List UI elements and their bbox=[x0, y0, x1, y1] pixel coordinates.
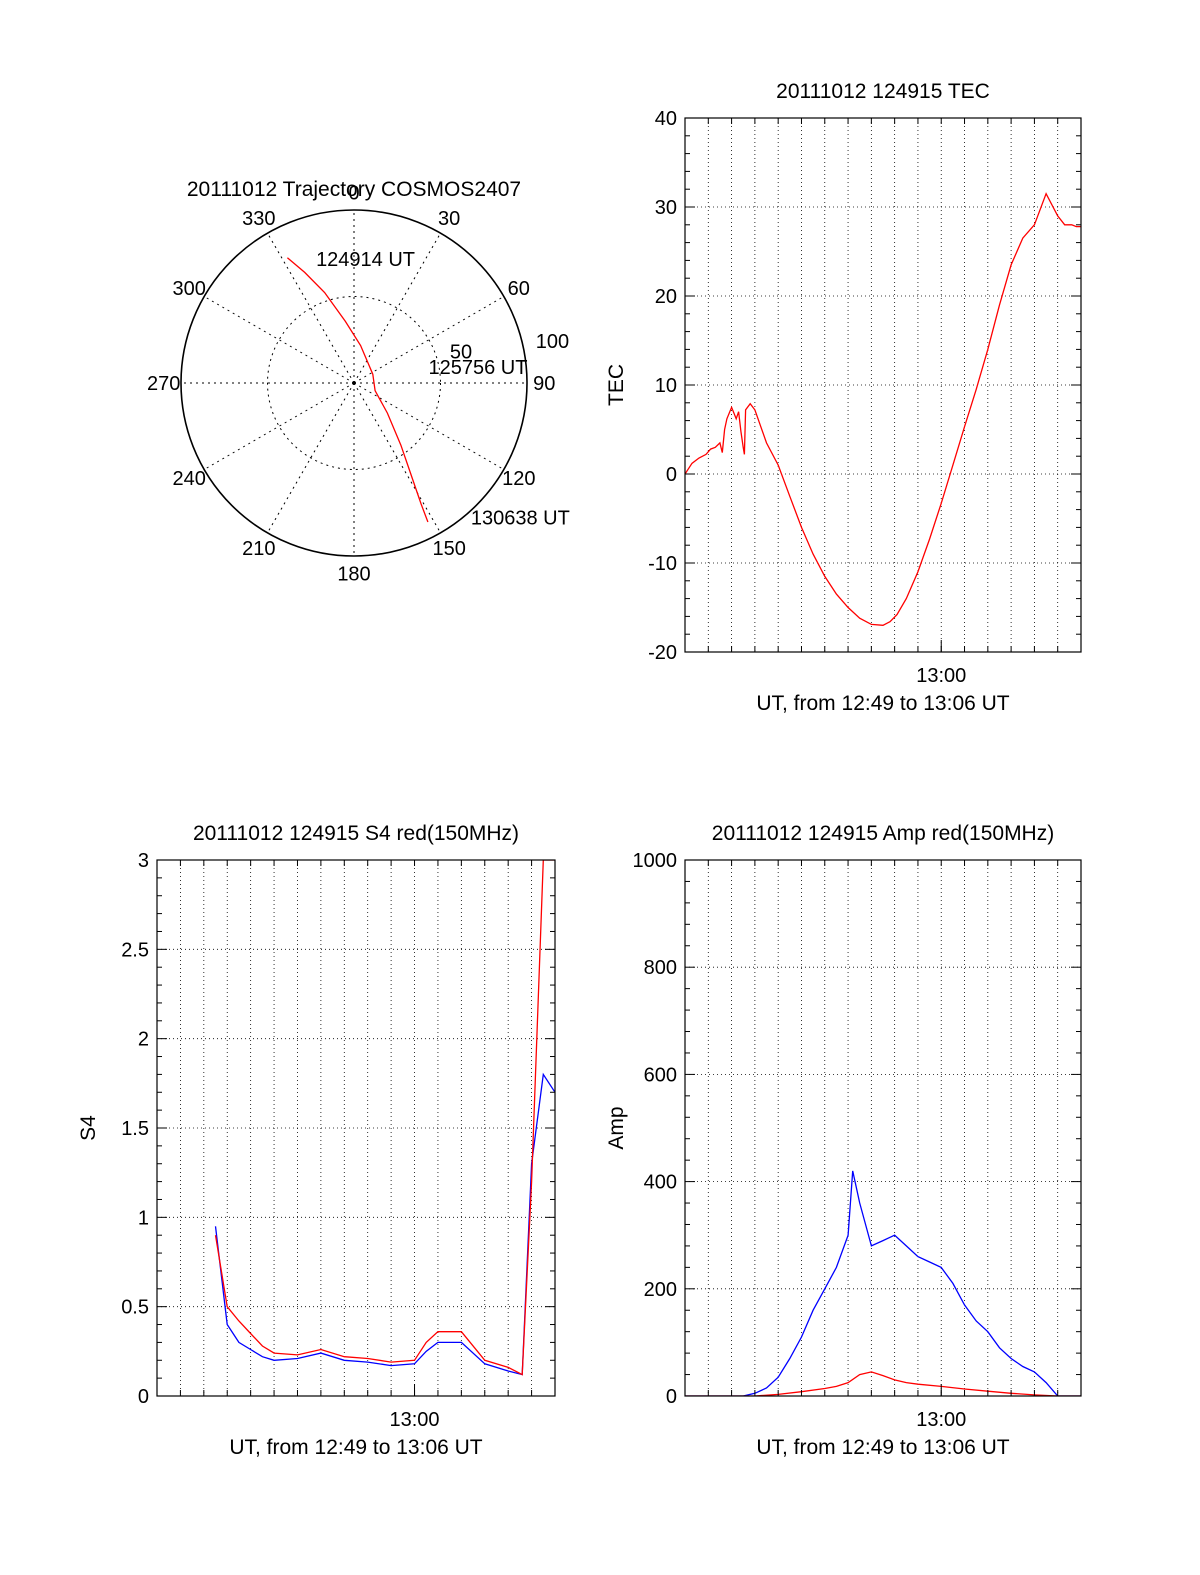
y-axis-label: S4 bbox=[77, 1115, 100, 1141]
chart-title: 20111012 124915 TEC bbox=[776, 80, 990, 103]
azimuth-label: 180 bbox=[337, 563, 370, 585]
series-line-0 bbox=[214, 1072, 555, 1376]
series-line-0 bbox=[685, 1170, 1081, 1396]
y-tick-label: 0 bbox=[138, 1386, 149, 1408]
y-tick-label: -20 bbox=[648, 642, 677, 664]
chart-title: 20111012 124915 S4 red(150MHz) bbox=[193, 822, 519, 845]
azimuth-label: 240 bbox=[173, 468, 206, 490]
x-tick-label: 13:00 bbox=[916, 1409, 966, 1431]
y-axis-label: TEC bbox=[605, 364, 628, 406]
line-chart: 20111012 124915 S4 red(150MHz) 0 0.5 1 1.5 2 2… bbox=[77, 822, 556, 1459]
grid-spoke bbox=[267, 382, 355, 534]
azimuth-label: 330 bbox=[242, 208, 275, 230]
y-tick-label: 30 bbox=[655, 197, 677, 219]
grid-circle bbox=[267, 296, 441, 470]
y-tick-label: 600 bbox=[644, 1064, 677, 1086]
x-tick-label: 13:00 bbox=[389, 1409, 439, 1431]
plot-frame bbox=[684, 859, 1082, 1397]
y-tick-label: 40 bbox=[655, 108, 677, 130]
series-line-1 bbox=[685, 1371, 1081, 1396]
grid-spoke bbox=[353, 382, 505, 470]
grid-spoke bbox=[203, 382, 355, 470]
y-tick-label: 1.5 bbox=[121, 1118, 149, 1140]
x-tick-label: 13:00 bbox=[916, 665, 966, 687]
series-line-0 bbox=[685, 192, 1081, 626]
azimuth-label: 0 bbox=[348, 183, 359, 205]
grid-spoke bbox=[353, 232, 441, 384]
y-tick-label: 1 bbox=[138, 1207, 149, 1229]
y-tick-label: 800 bbox=[644, 957, 677, 979]
y-tick-label: 400 bbox=[644, 1172, 677, 1194]
y-axis-label: Amp bbox=[605, 1106, 628, 1149]
y-tick-label: 20 bbox=[655, 286, 677, 308]
grid-spoke bbox=[203, 296, 355, 384]
chart-title: 20111012 124915 Amp red(150MHz) bbox=[712, 822, 1054, 845]
y-tick-label: 10 bbox=[655, 375, 677, 397]
trajectory-annotation: 124914 UT bbox=[316, 249, 415, 271]
y-tick-label: 0 bbox=[666, 464, 677, 486]
radial-label: 100 bbox=[536, 331, 569, 353]
y-tick-label: -10 bbox=[648, 553, 677, 575]
azimuth-label: 270 bbox=[147, 373, 180, 395]
x-axis-label: UT, from 12:49 to 13:06 UT bbox=[756, 1436, 1009, 1459]
azimuth-label: 210 bbox=[242, 538, 275, 560]
line-chart: 20111012 124915 Amp red(150MHz) 0 200 400 60… bbox=[605, 822, 1082, 1459]
y-tick-label: 2.5 bbox=[121, 939, 149, 961]
azimuth-label: 90 bbox=[533, 373, 555, 395]
radial-label: 50 bbox=[450, 341, 472, 363]
grid-spoke bbox=[353, 382, 441, 534]
line-chart: 20111012 124915 TEC -20 -10 0 10 20 30 40 13:00 U… bbox=[605, 80, 1082, 715]
grid-spoke bbox=[353, 296, 505, 384]
azimuth-label: 120 bbox=[502, 468, 535, 490]
y-tick-label: 0 bbox=[666, 1386, 677, 1408]
y-tick-label: 3 bbox=[138, 850, 149, 872]
y-tick-label: 2 bbox=[138, 1029, 149, 1051]
grid-spoke bbox=[267, 232, 355, 384]
outer-circle bbox=[180, 209, 528, 557]
plot-frame bbox=[156, 859, 556, 1397]
trajectory-line bbox=[286, 257, 429, 523]
azimuth-label: 150 bbox=[432, 538, 465, 560]
series-line-1 bbox=[214, 860, 555, 1376]
azimuth-label: 300 bbox=[173, 278, 206, 300]
trajectory-annotation: 125756 UT bbox=[428, 357, 527, 379]
x-axis-label: UT, from 12:49 to 13:06 UT bbox=[229, 1436, 482, 1459]
y-tick-label: 1000 bbox=[633, 850, 678, 872]
y-tick-label: 0.5 bbox=[121, 1297, 149, 1319]
y-tick-label: 200 bbox=[644, 1279, 677, 1301]
x-axis-label: UT, from 12:49 to 13:06 UT bbox=[756, 692, 1009, 715]
azimuth-label: 60 bbox=[508, 278, 530, 300]
trajectory-annotation: 130638 UT bbox=[471, 507, 570, 529]
chart-title: 20111012 Trajectory COSMOS2407 bbox=[187, 178, 521, 201]
azimuth-label: 30 bbox=[438, 208, 460, 230]
